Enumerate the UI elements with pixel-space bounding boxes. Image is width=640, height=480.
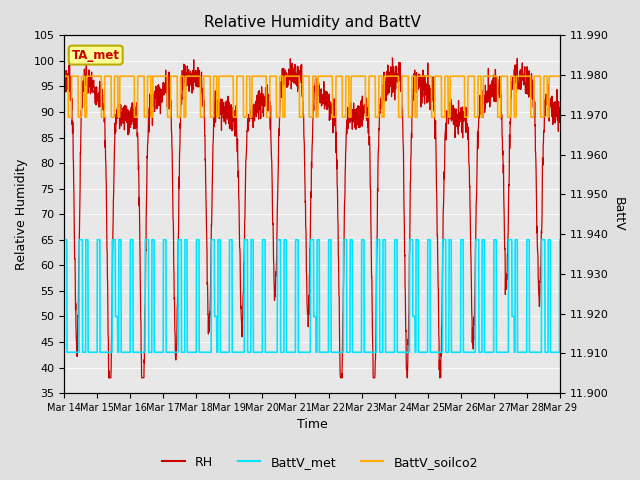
Y-axis label: Relative Humidity: Relative Humidity: [15, 158, 28, 270]
Text: TA_met: TA_met: [72, 48, 120, 61]
X-axis label: Time: Time: [296, 419, 328, 432]
Title: Relative Humidity and BattV: Relative Humidity and BattV: [204, 15, 420, 30]
Legend: RH, BattV_met, BattV_soilco2: RH, BattV_met, BattV_soilco2: [157, 451, 483, 474]
Y-axis label: BattV: BattV: [612, 197, 625, 231]
